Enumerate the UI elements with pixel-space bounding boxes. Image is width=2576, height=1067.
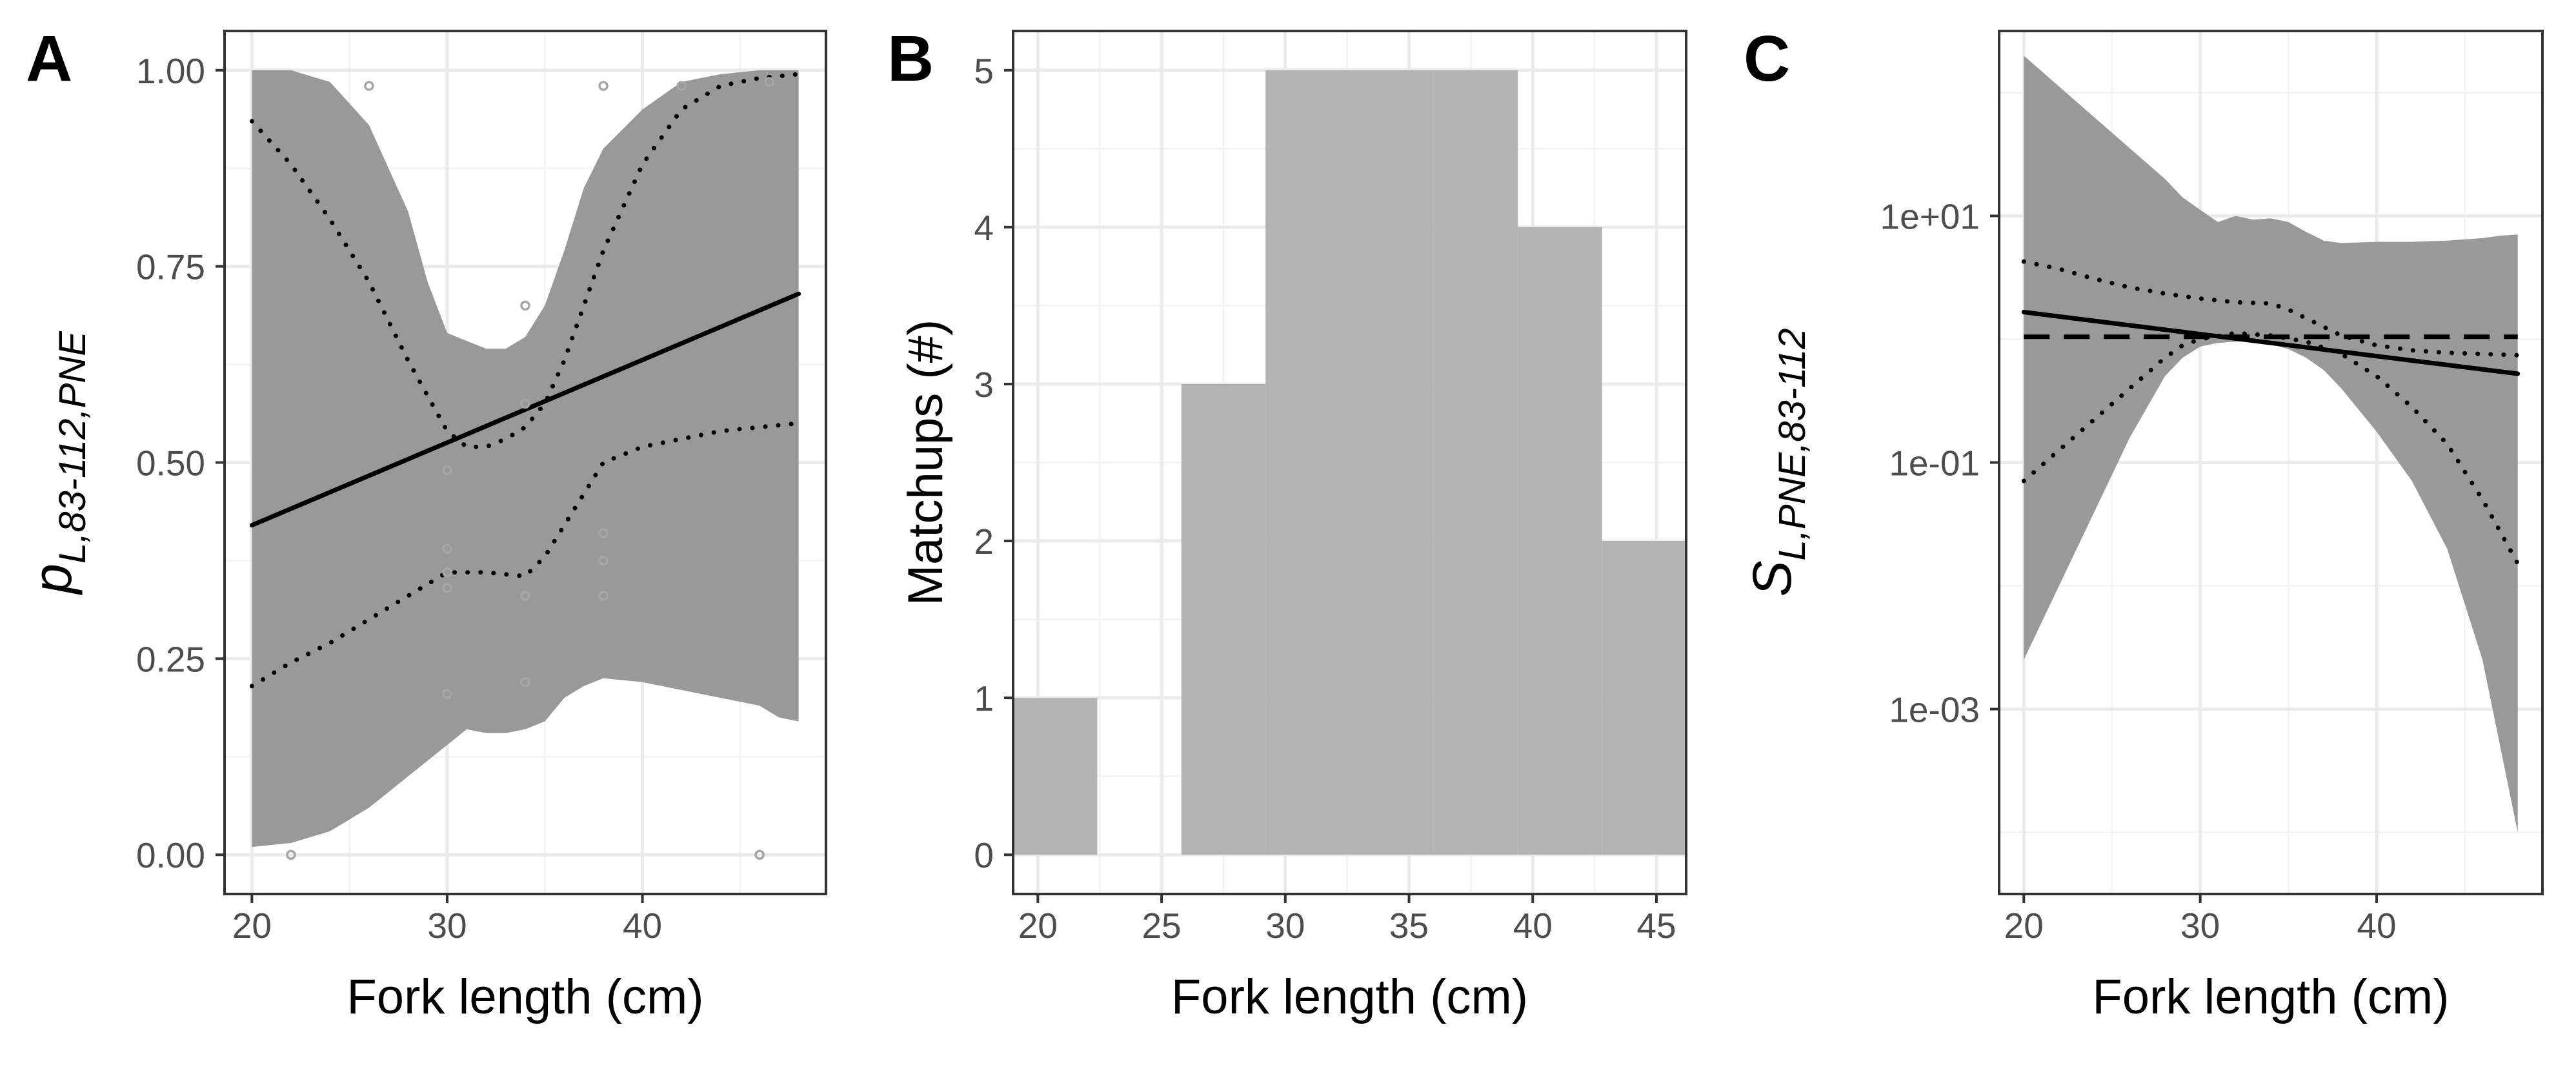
x-axis-title: Fork length (cm) xyxy=(347,970,703,1024)
data-point xyxy=(676,81,687,91)
x-tick-label: 30 xyxy=(2180,906,2220,946)
y-axis-title: SL,PNE,83-112 xyxy=(1742,328,1813,596)
data-point xyxy=(442,583,452,593)
y-tick-label: 1e-01 xyxy=(1889,443,1980,483)
series-line-dotted xyxy=(2021,330,2521,566)
x-axis: 20 30 40 Fork length (cm) xyxy=(2004,894,2450,1024)
data-point xyxy=(598,81,609,91)
data-point xyxy=(598,555,609,566)
x-axis-title: Fork length (cm) xyxy=(1171,970,1528,1024)
data-layer xyxy=(2021,56,2521,833)
x-tick-label: 45 xyxy=(1636,906,1676,946)
x-tick-label: 40 xyxy=(1513,906,1553,946)
x-tick-label: 20 xyxy=(232,906,272,946)
y-axis: 0.00 0.25 0.50 0.75 1.00 pL,83-112,PNE xyxy=(22,51,225,875)
panel-letter: B xyxy=(887,23,934,95)
y-axis-title-main: S xyxy=(1742,561,1802,597)
data-point xyxy=(754,849,765,860)
data-point xyxy=(286,849,296,860)
y-tick-label: 0.50 xyxy=(136,443,205,483)
y-axis-title-main: p xyxy=(22,564,83,596)
y-tick-label: 0 xyxy=(974,835,994,875)
x-tick-label: 30 xyxy=(1265,906,1305,946)
data-point xyxy=(364,81,374,91)
y-tick-label: 1.00 xyxy=(136,51,205,91)
x-tick-label: 40 xyxy=(2357,906,2396,946)
confidence-ribbon xyxy=(2024,56,2518,833)
data-point xyxy=(520,677,530,687)
x-axis: 20 25 30 35 40 45 Fork length (cm) xyxy=(1018,894,1676,1024)
x-tick-label: 20 xyxy=(1018,906,1058,946)
y-tick-label: 1e+01 xyxy=(1880,197,1980,237)
x-tick-label: 20 xyxy=(2004,906,2044,946)
data-point xyxy=(598,591,609,601)
data-point xyxy=(520,398,530,409)
y-axis-title-subscript: L,PNE,83-112 xyxy=(1771,328,1813,560)
y-axis: 1e-03 1e-01 1e+01 SL,PNE,83-112 xyxy=(1742,197,1999,730)
y-tick-label: 5 xyxy=(974,51,994,91)
y-axis-title: Matchups (#) xyxy=(898,320,953,606)
y-tick-label: 0.25 xyxy=(136,639,205,679)
y-tick-label: 1e-03 xyxy=(1889,690,1980,730)
panel-letter: C xyxy=(1744,23,1790,95)
histogram-bar xyxy=(1433,70,1518,855)
series-line-dotted xyxy=(249,72,801,449)
panel-a: 20 30 40 Fork length (cm) 0.00 0.25 0.50 0.75 1.… xyxy=(22,23,827,1024)
y-axis-title: pL,83-112,PNE xyxy=(22,330,94,596)
x-tick-label: 35 xyxy=(1389,906,1429,946)
x-tick-label: 25 xyxy=(1142,906,1181,946)
series-line-dotted xyxy=(2021,259,2521,358)
data-layer xyxy=(1013,70,1686,855)
confidence-ribbon xyxy=(252,70,799,848)
data-point xyxy=(520,591,530,601)
histogram-bar xyxy=(1602,541,1686,855)
panel-letter: A xyxy=(26,23,72,95)
y-axis-title-subscript: L,83-112,PNE xyxy=(52,330,94,564)
y-tick-label: 3 xyxy=(974,365,994,405)
data-point xyxy=(764,77,774,87)
data-point xyxy=(442,544,452,554)
y-tick-label: 2 xyxy=(974,522,994,562)
data-point xyxy=(442,567,452,578)
y-tick-label: 4 xyxy=(974,208,994,248)
panel-border xyxy=(1012,30,1687,895)
y-tick-label: 0.00 xyxy=(136,835,205,875)
y-axis: 0 1 2 3 4 5 Matchups (#) xyxy=(898,51,1013,875)
series-line-solid xyxy=(2021,310,2521,376)
y-tick-label: 0.75 xyxy=(136,247,205,287)
histogram-bar xyxy=(1013,698,1098,855)
x-tick-label: 40 xyxy=(623,906,662,946)
x-tick-label: 30 xyxy=(427,906,467,946)
data-point xyxy=(598,528,609,538)
data-point xyxy=(442,465,452,476)
data-point xyxy=(442,689,452,699)
y-tick-label: 1 xyxy=(974,678,994,718)
x-axis: 20 30 40 Fork length (cm) xyxy=(232,894,704,1024)
histogram-bar xyxy=(1349,70,1434,855)
series-line-solid xyxy=(249,291,801,528)
panel-c: 20 30 40 Fork length (cm) 1e-03 1e-01 1e+01 SL,… xyxy=(1742,23,2544,1024)
x-axis-title: Fork length (cm) xyxy=(2092,970,2449,1024)
histogram-bar xyxy=(1518,227,1602,855)
histogram-bar xyxy=(1265,70,1350,855)
data-point xyxy=(520,300,530,311)
histogram-bar xyxy=(1181,383,1266,855)
data-layer xyxy=(249,70,801,860)
